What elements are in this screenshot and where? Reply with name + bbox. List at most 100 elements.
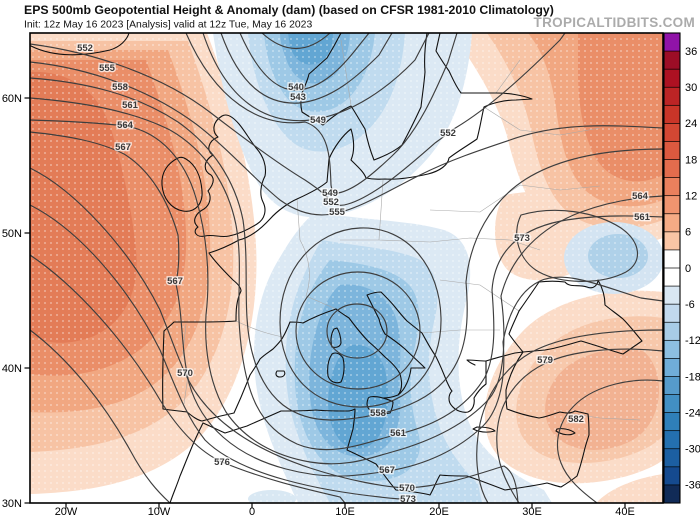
contour-value-label: 561	[634, 212, 651, 223]
colorbar-tick-label: -12	[685, 335, 700, 347]
latitude-axis: 60N 50N 40N 30N	[2, 93, 30, 510]
colorbar-segment	[664, 304, 680, 323]
coastlines-shape	[335, 291, 487, 413]
coastlines-shape	[30, 33, 130, 56]
contour-value-label: 582	[568, 414, 584, 425]
colorbar-segment	[664, 286, 680, 305]
header: EPS 500mb Geopotential Height & Anomaly …	[24, 3, 695, 31]
height-contours-shape	[326, 303, 388, 359]
contour-value-label: 576	[214, 457, 230, 468]
map-title: EPS 500mb Geopotential Height & Anomaly …	[24, 3, 554, 17]
colorbar-tick-label: 24	[685, 118, 697, 130]
colorbar-segment	[664, 430, 680, 450]
height-contours-shape	[30, 254, 346, 503]
lat-tick-label: 40N	[2, 363, 22, 375]
colorbar-tick-label: -18	[685, 371, 700, 383]
lon-tick-label: 20W	[55, 506, 78, 517]
contour-value-label: 564	[632, 191, 649, 202]
coastlines-shape	[300, 33, 428, 161]
height-contours-shape	[516, 209, 639, 282]
contour-value-label: 552	[77, 43, 93, 54]
contour-value-label: 552	[323, 197, 339, 208]
height-contours-shape	[557, 379, 663, 503]
height-contours-shape	[30, 131, 663, 477]
lat-tick-label: 60N	[2, 93, 22, 105]
lon-tick-label: 0	[249, 506, 255, 517]
lat-tick-label: 30N	[2, 498, 22, 510]
colorbar-segment	[664, 159, 680, 179]
colorbar-segment	[664, 51, 680, 70]
height-contours-shape	[476, 329, 663, 503]
colorbar-tick-label: 36	[685, 46, 697, 58]
lon-tick-label: 20E	[429, 506, 449, 517]
contour-value-label: 567	[167, 276, 183, 287]
lon-tick-label: 10E	[335, 506, 355, 517]
height-contours-shape	[30, 329, 171, 503]
coastlines-shape	[161, 156, 203, 212]
colorbar-segment	[664, 177, 680, 197]
contour-value-label: 561	[122, 100, 139, 111]
colorbar-segment	[664, 249, 680, 269]
colorbar-tick-label: -6	[685, 299, 695, 311]
colorbar-segment	[664, 340, 680, 359]
height-contours-shape	[261, 33, 331, 50]
longitude-axis: 20W 10W 0 10E 20E 30E 40E	[55, 503, 635, 517]
colorbar-segment	[664, 195, 680, 215]
lon-tick-label: 40E	[615, 506, 635, 517]
colorbar-segment	[664, 69, 680, 88]
colorbar-segment	[664, 268, 680, 287]
colorbar-tick-label: 18	[685, 154, 697, 166]
colorbar-tick-label: -30	[685, 444, 700, 456]
coastlines-shape	[169, 351, 590, 503]
contour-value-label: 573	[400, 494, 416, 505]
contour-value-label: 579	[537, 355, 553, 366]
height-contours-shape	[239, 33, 370, 91]
height-contours-shape	[279, 227, 442, 408]
map-init-line: Init: 12z May 16 2023 [Analysis] valid a…	[24, 20, 312, 31]
height-contours-shape	[220, 33, 393, 104]
colorbar-segment	[664, 105, 680, 124]
colorbar-segment	[664, 358, 680, 377]
height-contours-shape	[30, 97, 663, 451]
height-contours-shape	[202, 33, 430, 122]
site-watermark: TROPICALTIDBITS.COM	[534, 15, 695, 30]
contour-value-label: 540	[288, 82, 304, 93]
colorbar-tick-label: 0	[685, 263, 691, 275]
lat-tick-label: 50N	[2, 228, 22, 240]
anomaly-colorbar: 36 30 24 18 12 6 0 -6 -12 -18 -24 -30 -36	[663, 32, 700, 504]
colorbar-segment	[664, 141, 680, 161]
height-contours-shape	[185, 33, 458, 194]
colorbar-segment	[664, 466, 680, 486]
contour-value-label: 567	[379, 465, 395, 476]
colorbar-tick-label: -36	[685, 480, 700, 492]
colorbar-tick-label: 30	[685, 82, 697, 94]
lon-tick-label: 30E	[522, 506, 542, 517]
lon-tick-label: 10W	[148, 506, 171, 517]
height-contours-shape	[295, 271, 421, 390]
contour-value-label: 567	[115, 142, 131, 153]
colorbar-segment	[664, 87, 680, 106]
colorbar-segment	[664, 376, 680, 396]
contour-value-label: 549	[310, 115, 326, 126]
contour-value-label: 558	[112, 82, 128, 93]
height-contours-shape	[30, 33, 566, 206]
height-contours-shape	[30, 77, 663, 421]
contour-value-label: 543	[290, 92, 306, 103]
colorbar-segment	[664, 33, 680, 52]
colorbar-tick-label: 12	[685, 190, 697, 202]
colorbar-border	[663, 32, 681, 504]
colorbar-segment	[664, 322, 680, 341]
contour-value-label: 558	[370, 408, 386, 419]
colorbar-tick-label: 6	[685, 227, 691, 239]
colorbar-segment	[664, 448, 680, 468]
colorbar-tick-label: -24	[685, 407, 700, 419]
colorbar-segment	[664, 231, 680, 251]
contour-value-label: 549	[322, 188, 338, 199]
contour-value-label: 573	[514, 233, 530, 244]
colorbar-segment	[664, 484, 680, 504]
height-contours-shape	[30, 119, 663, 465]
contour-value-label: 561	[390, 428, 407, 439]
colorbar-segment	[664, 213, 680, 233]
